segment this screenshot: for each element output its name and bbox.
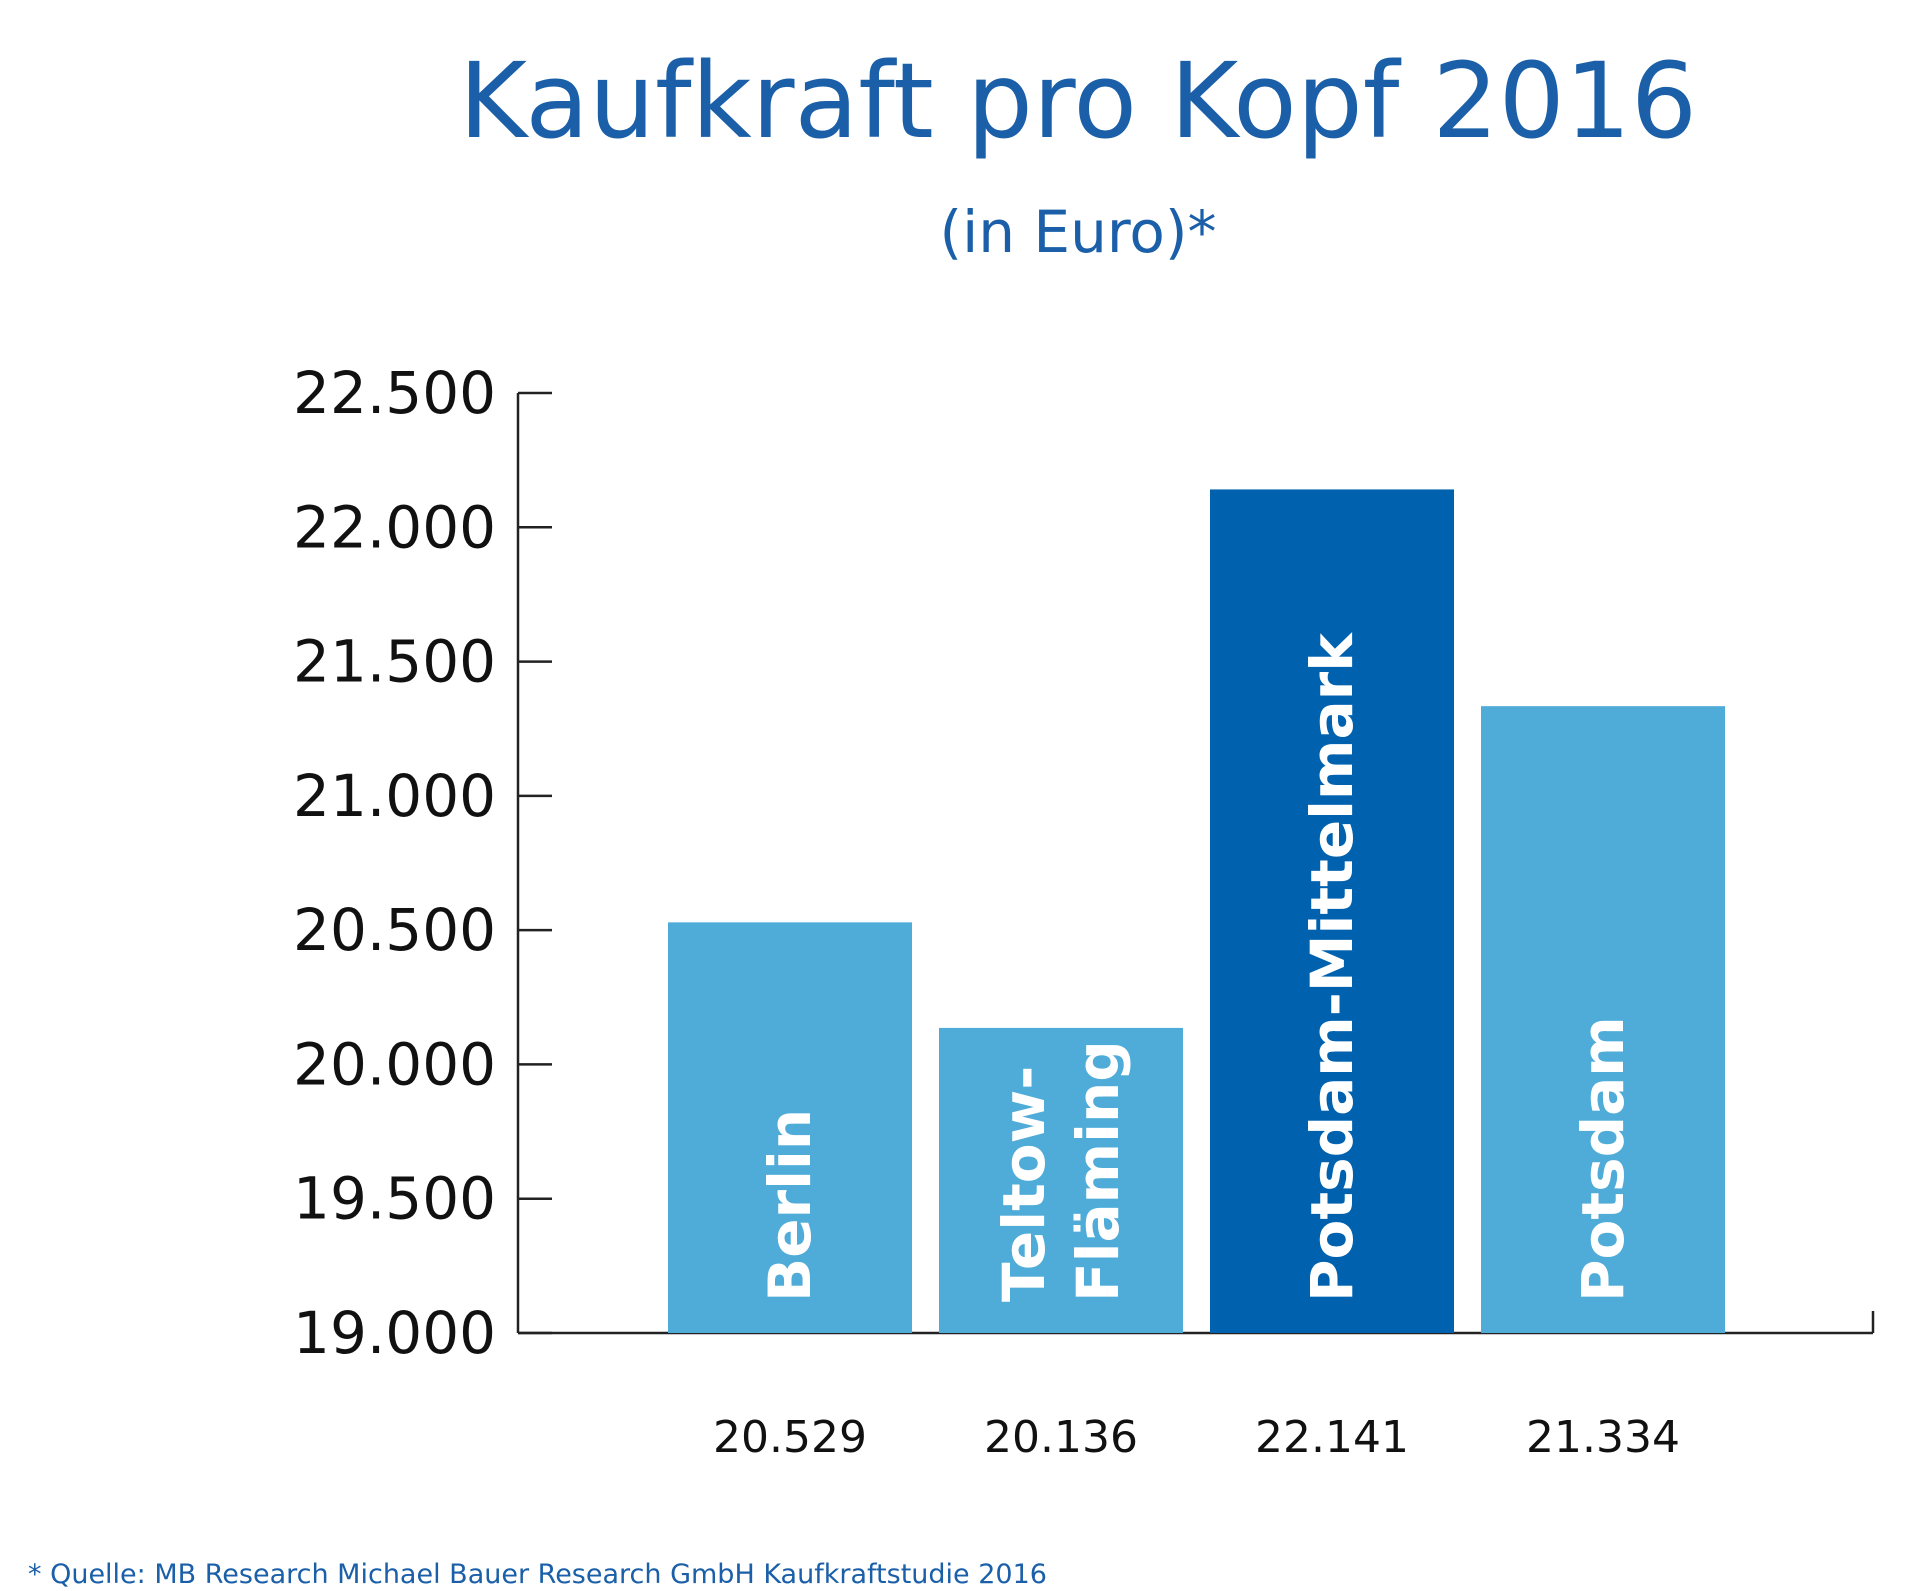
bars: Berlin Teltow- Fläming Potsdam-Mittelmark Po… [668, 489, 1725, 1334]
axes: 19.000 19.500 20.000 20.500 21.000 21.500 22.0… [293, 359, 1875, 1367]
value-labels: 20.529 20.136 22.141 21.334 [713, 1412, 1680, 1463]
chart-title: Kaufkraft pro Kopf 2016 [459, 40, 1697, 162]
y-tick-label: 21.000 [293, 762, 496, 830]
bar [668, 922, 912, 1333]
bar-value-label: 20.136 [984, 1412, 1138, 1463]
y-tick-label: 21.500 [293, 628, 496, 696]
bar-category-label: Teltow- [990, 1066, 1058, 1302]
y-tick-label: 20.000 [293, 1030, 496, 1098]
bar [939, 1027, 1183, 1333]
y-tick-label: 19.500 [293, 1165, 496, 1233]
y-tick-label: 19.000 [293, 1299, 496, 1367]
source-footnote: * Quelle: MB Research Michael Bauer Rese… [28, 1559, 1047, 1590]
bar-category-label: Fläming [1064, 1040, 1132, 1302]
y-tick-label: 20.500 [293, 896, 496, 964]
bar-category-label: Berlin [756, 1109, 824, 1302]
y-tick-label: 22.500 [293, 359, 496, 427]
bar-value-label: 21.334 [1526, 1412, 1680, 1463]
chart-subtitle: (in Euro)* [939, 198, 1216, 266]
bar-value-label: 20.529 [713, 1412, 867, 1463]
bar [1481, 706, 1725, 1333]
bar [1210, 489, 1454, 1334]
bar-category-label: Potsdam-Mittelmark [1298, 632, 1366, 1302]
bar-value-label: 22.141 [1255, 1412, 1409, 1463]
y-tick-label: 22.000 [293, 493, 496, 561]
bar-category-label: Potsdam [1569, 1016, 1637, 1302]
